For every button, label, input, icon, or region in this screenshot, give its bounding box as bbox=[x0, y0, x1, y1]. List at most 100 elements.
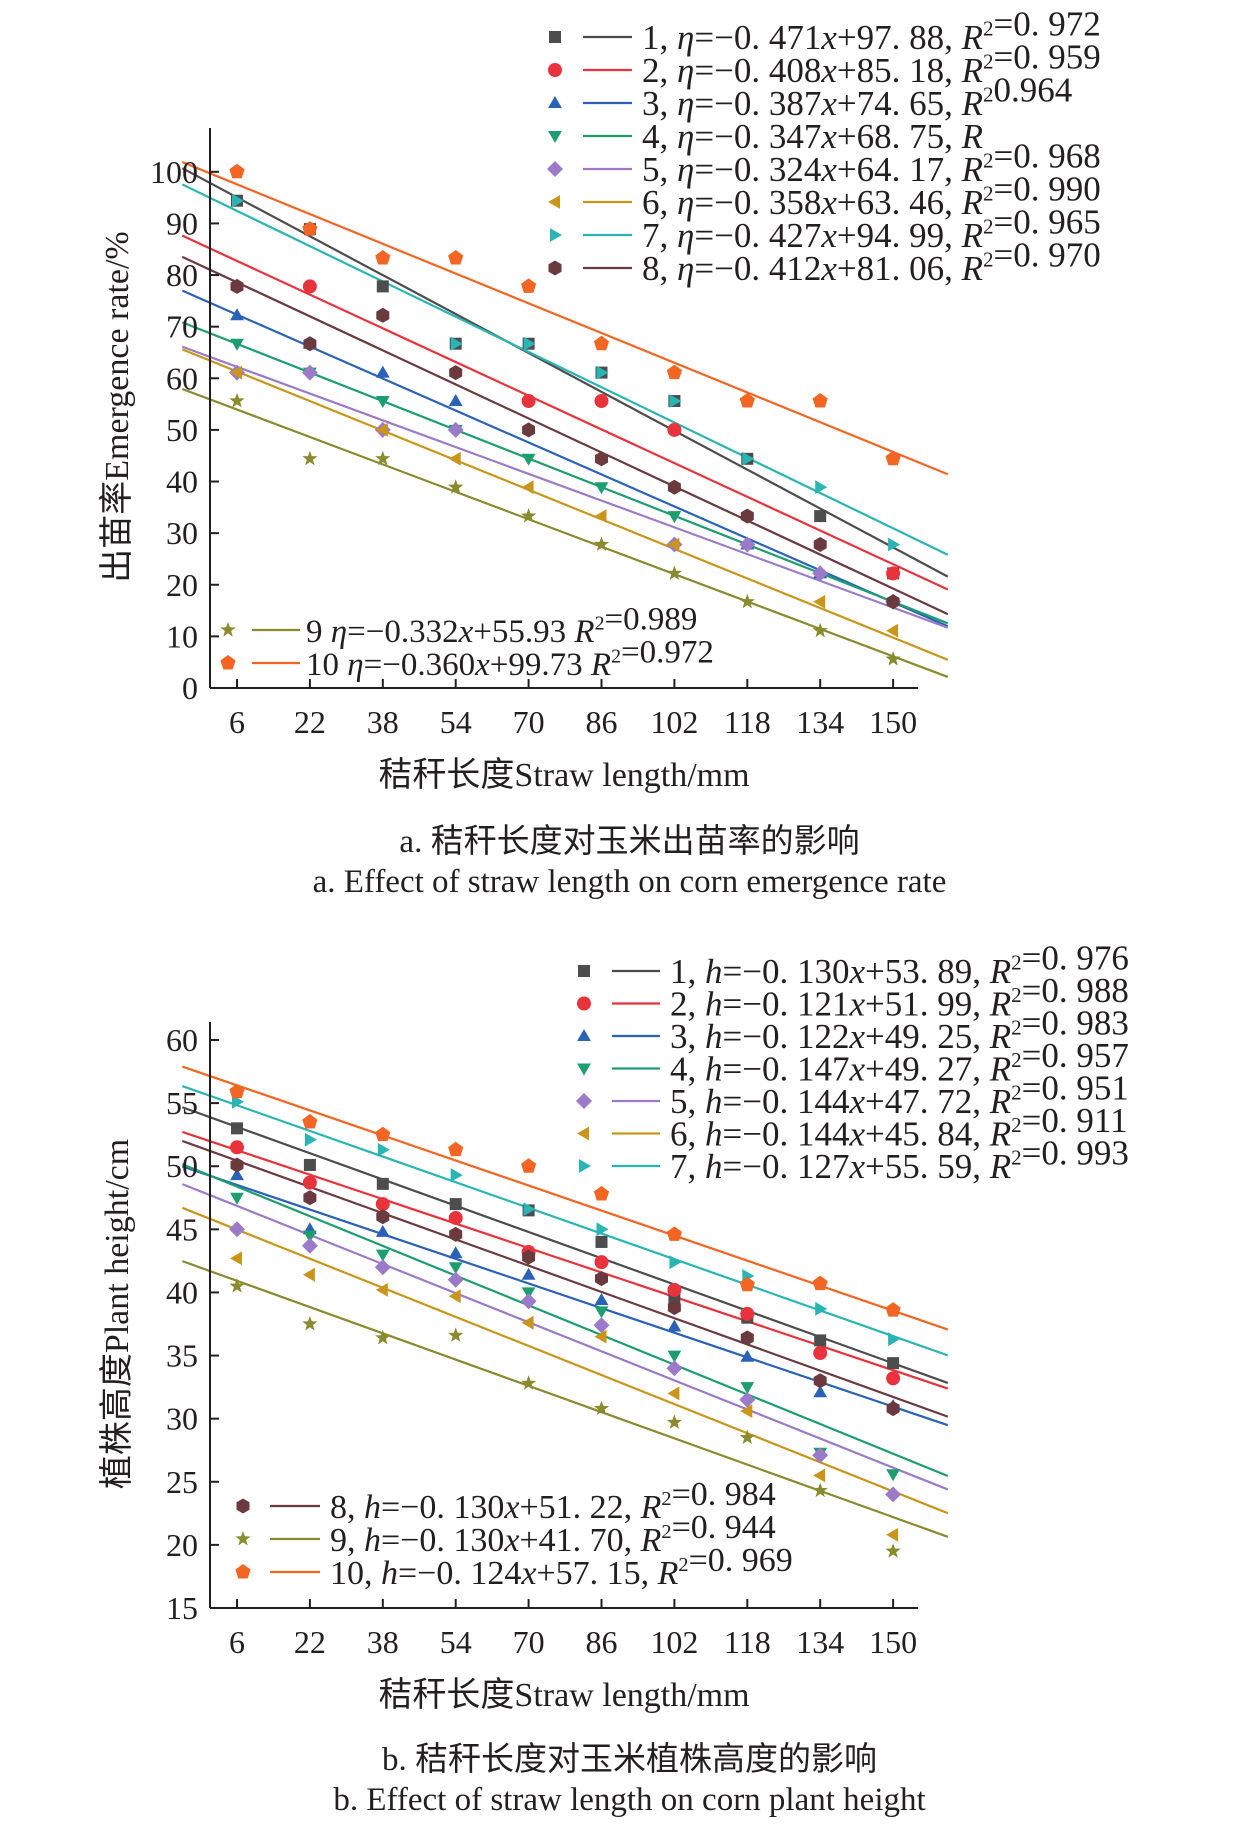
point-series-7-x38 bbox=[377, 1142, 390, 1157]
point-series-5-x54 bbox=[447, 421, 464, 438]
point-series-8-x118 bbox=[740, 508, 754, 524]
point-series-8-x102 bbox=[667, 1300, 681, 1316]
point-series-6-x102 bbox=[667, 1386, 680, 1401]
point-series-8-x22 bbox=[303, 336, 317, 352]
point-series-7-x134 bbox=[815, 1301, 828, 1316]
point-series-6-x6 bbox=[230, 1251, 242, 1266]
point-series-6-x86 bbox=[594, 509, 607, 523]
point-series-9-x22 bbox=[302, 450, 318, 466]
point-series-9-x118 bbox=[739, 593, 755, 609]
y-tick-label-50: 50 bbox=[166, 1148, 198, 1184]
point-series-2-x102 bbox=[667, 1282, 682, 1297]
legend-marker-series-8 bbox=[548, 260, 562, 276]
point-series-8-x102 bbox=[667, 479, 681, 495]
point-series-9-x102 bbox=[666, 1414, 682, 1429]
point-series-3-x6 bbox=[230, 308, 244, 321]
fit-line-series-6 bbox=[181, 1206, 949, 1515]
point-series-6-x38 bbox=[375, 423, 388, 437]
x-axis-label: 秸秆长度Straw length/mm bbox=[378, 756, 749, 794]
point-series-7-x102 bbox=[669, 1255, 682, 1270]
point-series-2-x150 bbox=[886, 1371, 901, 1386]
point-series-2-x38 bbox=[375, 1197, 390, 1212]
x-tick-label-86: 86 bbox=[586, 1624, 618, 1660]
point-series-2-x6 bbox=[230, 1140, 244, 1155]
point-series-4-x6 bbox=[230, 338, 244, 351]
point-series-1-x6 bbox=[231, 1122, 243, 1135]
y-tick-label-70: 70 bbox=[166, 309, 198, 345]
point-series-6-x54 bbox=[448, 451, 461, 466]
fit-line-series-4 bbox=[181, 321, 949, 625]
point-series-10-x118 bbox=[739, 393, 755, 408]
point-series-8-x38 bbox=[376, 1209, 390, 1225]
point-series-4-x86 bbox=[594, 1306, 609, 1319]
y-tick-label-60: 60 bbox=[166, 1022, 198, 1058]
point-series-9-x6 bbox=[229, 393, 245, 408]
x-tick-label-150: 150 bbox=[869, 704, 917, 740]
point-series-7-x86 bbox=[596, 1222, 609, 1237]
x-tick-label-86: 86 bbox=[586, 704, 618, 740]
point-series-6-x54 bbox=[448, 1289, 461, 1304]
point-series-10-x102 bbox=[666, 1226, 682, 1241]
point-series-9-x86 bbox=[593, 1400, 610, 1415]
x-tick-label-38: 38 bbox=[367, 1624, 399, 1660]
point-series-8-x70 bbox=[522, 1249, 536, 1265]
point-series-7-x54 bbox=[450, 1168, 463, 1182]
legend-marker-series-10 bbox=[235, 1564, 251, 1579]
x-tick-label-118: 118 bbox=[724, 1624, 771, 1660]
point-series-5-x70 bbox=[520, 1293, 537, 1310]
x-tick-label-6: 6 bbox=[229, 704, 245, 740]
point-series-1-x134 bbox=[814, 1334, 827, 1347]
point-series-10-x54 bbox=[448, 1141, 464, 1157]
legend-marker-series-10 bbox=[220, 655, 236, 670]
y-tick-label-20: 20 bbox=[166, 567, 198, 603]
point-series-5-x118 bbox=[739, 1391, 756, 1408]
point-series-2-x86 bbox=[594, 393, 609, 408]
point-series-6-x102 bbox=[667, 537, 680, 552]
point-series-8-x38 bbox=[376, 307, 390, 323]
point-series-1-x38 bbox=[376, 280, 389, 293]
point-series-5-x22 bbox=[301, 1237, 318, 1254]
fit-line-series-5 bbox=[181, 345, 949, 629]
point-series-9-x102 bbox=[666, 565, 682, 580]
y-tick-label-60: 60 bbox=[166, 360, 198, 396]
point-series-5-x102 bbox=[666, 1360, 683, 1377]
x-axis-label: 秸秆长度Straw length/mm bbox=[378, 1676, 749, 1714]
point-series-1-x150 bbox=[887, 1357, 900, 1370]
legend-marker-series-3 bbox=[577, 1029, 591, 1041]
chart-b-caption-en: b. Effect of straw length on corn plant … bbox=[333, 1782, 926, 1818]
fit-line-series-3 bbox=[181, 1165, 949, 1427]
legend-marker-series-5 bbox=[576, 1093, 592, 1109]
legend-marker-series-4 bbox=[548, 131, 562, 143]
y-axis-label: 植株高度Plant height/cm bbox=[98, 1139, 136, 1489]
point-series-2-x102 bbox=[667, 422, 682, 437]
point-series-7-x70 bbox=[523, 1202, 536, 1217]
legend-label-series-4: 4, η=−0. 347x+68. 75, R bbox=[642, 117, 983, 156]
point-series-9-x134 bbox=[812, 622, 828, 638]
point-series-2-x86 bbox=[594, 1255, 609, 1270]
legend-marker-series-7 bbox=[550, 228, 562, 242]
point-series-1-x86 bbox=[595, 1235, 608, 1248]
fit-line-series-6 bbox=[181, 348, 949, 661]
point-series-6-x150 bbox=[886, 1527, 899, 1542]
x-tick-label-134: 134 bbox=[796, 704, 844, 740]
point-series-10-x6 bbox=[229, 1083, 245, 1099]
y-tick-label-80: 80 bbox=[166, 257, 198, 293]
legend-marker-series-7 bbox=[579, 1159, 591, 1173]
legend-marker-series-4 bbox=[577, 1063, 591, 1076]
point-series-7-x102 bbox=[669, 394, 682, 408]
point-series-10-x6 bbox=[229, 163, 245, 179]
point-series-10-x54 bbox=[448, 250, 464, 265]
point-series-9-x86 bbox=[593, 536, 610, 551]
point-series-6-x22 bbox=[302, 1267, 315, 1282]
y-tick-label-40: 40 bbox=[166, 1274, 198, 1310]
y-tick-label-55: 55 bbox=[166, 1085, 198, 1121]
point-series-4-x38 bbox=[375, 396, 390, 408]
point-series-8-x150 bbox=[886, 594, 900, 610]
point-series-9-x22 bbox=[302, 1316, 318, 1331]
point-series-8-x134 bbox=[813, 537, 827, 552]
point-series-1-x22 bbox=[303, 1158, 316, 1171]
legend-marker-series-1 bbox=[549, 31, 561, 43]
point-series-10-x38 bbox=[375, 1126, 391, 1142]
point-series-9-x150 bbox=[885, 1543, 901, 1558]
point-series-3-x6 bbox=[230, 1168, 244, 1181]
